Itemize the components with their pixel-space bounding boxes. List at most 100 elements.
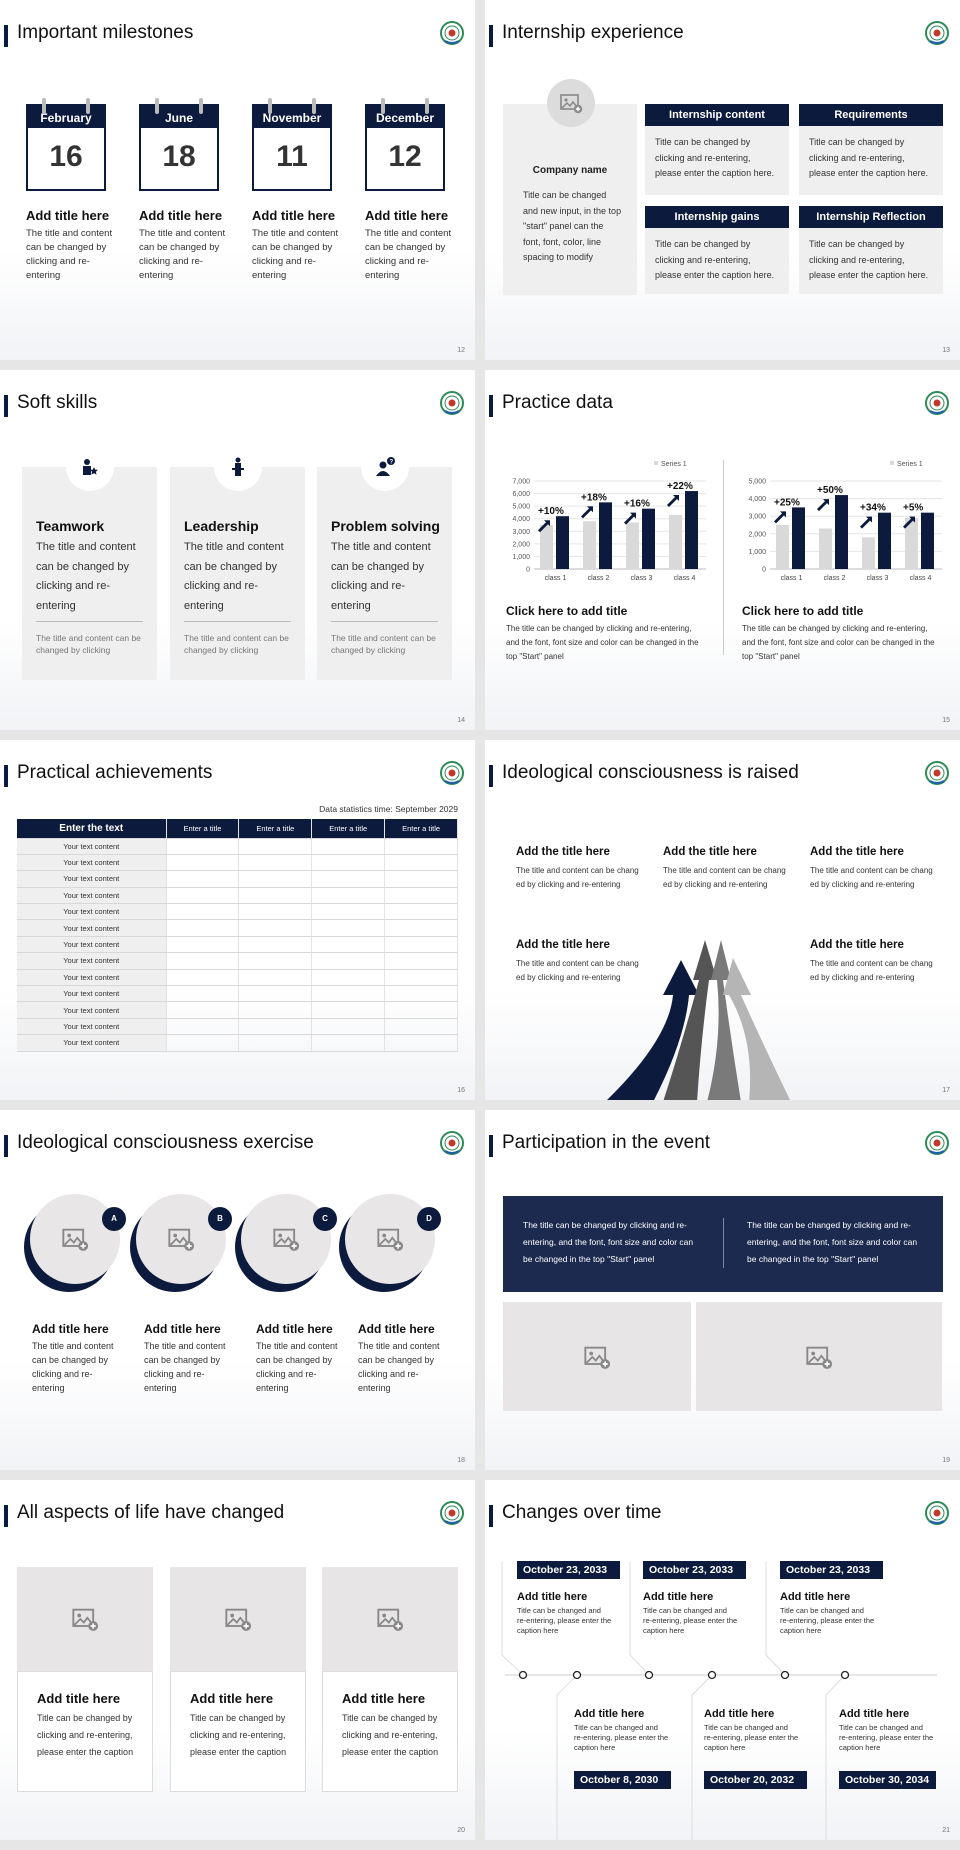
chart-caption-desc: The title can be changed by clicking and… bbox=[742, 624, 935, 661]
table-cell: Your text content bbox=[17, 887, 167, 905]
table-cell[interactable] bbox=[166, 919, 240, 937]
table-cell[interactable] bbox=[238, 985, 313, 1003]
table-cell[interactable] bbox=[384, 919, 458, 937]
table-cell[interactable] bbox=[238, 887, 313, 905]
circle-badge: C bbox=[313, 1207, 337, 1231]
table-cell[interactable] bbox=[238, 870, 313, 888]
table-cell[interactable] bbox=[384, 1034, 458, 1052]
table-cell[interactable] bbox=[166, 854, 240, 872]
table-cell[interactable] bbox=[384, 952, 458, 970]
table-cell[interactable] bbox=[238, 1001, 313, 1019]
chart-divider bbox=[723, 460, 724, 655]
growth-arrow-icon bbox=[817, 499, 829, 512]
bar bbox=[556, 516, 569, 569]
table-cell[interactable] bbox=[311, 919, 386, 937]
bar bbox=[669, 514, 682, 569]
table-cell[interactable] bbox=[238, 952, 313, 970]
table-cell: Your text content bbox=[17, 870, 167, 888]
table-cell[interactable] bbox=[166, 1034, 240, 1052]
calendar-month: December bbox=[367, 106, 443, 128]
table-cell: Your text content bbox=[17, 1018, 167, 1036]
table-cell[interactable] bbox=[384, 969, 458, 987]
table-cell[interactable] bbox=[166, 887, 240, 905]
timeline-connector bbox=[765, 1562, 786, 1676]
slide-title: Ideological consciousness exercise bbox=[17, 1132, 314, 1153]
table-cell[interactable] bbox=[384, 1018, 458, 1036]
table-cell[interactable] bbox=[384, 936, 458, 954]
table-cell[interactable] bbox=[311, 952, 386, 970]
skill-icon-circle bbox=[66, 443, 114, 491]
table-cell[interactable] bbox=[311, 887, 386, 905]
title-accent-bar bbox=[489, 25, 493, 47]
y-tick-label: 5,000 bbox=[748, 479, 766, 486]
title-accent-bar bbox=[4, 25, 8, 47]
slide-title: Changes over time bbox=[502, 1502, 662, 1523]
table-cell[interactable] bbox=[311, 1001, 386, 1019]
item-title: Add the title here bbox=[516, 939, 610, 951]
school-emblem-logo bbox=[925, 21, 949, 45]
table-cell[interactable] bbox=[311, 1018, 386, 1036]
calendar: December 12 bbox=[365, 98, 445, 191]
table-cell[interactable] bbox=[238, 903, 313, 921]
table-cell[interactable] bbox=[166, 1018, 240, 1036]
table-cell[interactable] bbox=[166, 936, 240, 954]
table-cell[interactable] bbox=[238, 1018, 313, 1036]
box-body: Title can be changed by clicking and re-… bbox=[799, 228, 943, 294]
image-placeholder-icon bbox=[168, 1228, 195, 1251]
table-cell[interactable] bbox=[311, 969, 386, 987]
table-cell[interactable] bbox=[166, 985, 240, 1003]
table-cell[interactable] bbox=[311, 903, 386, 921]
table-cell[interactable] bbox=[238, 1034, 313, 1052]
table-cell[interactable] bbox=[384, 838, 458, 855]
table-cell[interactable] bbox=[311, 854, 386, 872]
slide-16: Practical achievements 16 Data statistics … bbox=[0, 740, 475, 1100]
table-cell[interactable] bbox=[384, 985, 458, 1003]
image-placeholder-icon bbox=[377, 1608, 404, 1631]
table-cell[interactable] bbox=[384, 854, 458, 872]
title-accent-bar bbox=[4, 1505, 8, 1527]
table-cell[interactable] bbox=[311, 1034, 386, 1052]
table-header-cell: Enter a title bbox=[384, 819, 458, 839]
table-cell[interactable] bbox=[311, 936, 386, 954]
table-cell[interactable] bbox=[238, 969, 313, 987]
table-cell[interactable] bbox=[166, 969, 240, 987]
y-tick-label: 2,000 bbox=[748, 531, 766, 538]
table-cell[interactable] bbox=[384, 1001, 458, 1019]
skill-desc: The title and content can be changed by … bbox=[184, 541, 284, 612]
table-cell[interactable] bbox=[166, 1001, 240, 1019]
table-cell[interactable] bbox=[238, 936, 313, 954]
image-placeholder-icon bbox=[560, 94, 583, 114]
bar bbox=[583, 521, 596, 569]
title-accent-bar bbox=[489, 395, 493, 417]
table-cell[interactable] bbox=[166, 952, 240, 970]
table-cell[interactable] bbox=[238, 854, 313, 872]
table-cell[interactable] bbox=[166, 838, 240, 855]
card-desc: Title can be changed by clicking and re-… bbox=[190, 1713, 287, 1757]
school-emblem-logo bbox=[925, 761, 949, 785]
data-annotation: +18% bbox=[581, 492, 607, 503]
y-tick-label: 5,000 bbox=[512, 504, 530, 511]
team-icon bbox=[83, 459, 98, 475]
table-cell[interactable] bbox=[166, 870, 240, 888]
skill-note: The title and content can be changed by … bbox=[36, 633, 141, 655]
bar bbox=[792, 507, 805, 569]
calendar-ring bbox=[312, 98, 316, 114]
table-cell[interactable] bbox=[311, 838, 386, 855]
table-cell[interactable] bbox=[384, 887, 458, 905]
table-cell: Your text content bbox=[17, 985, 167, 1003]
timeline-graphic bbox=[501, 1562, 937, 1840]
timeline-node bbox=[707, 1670, 717, 1680]
table-cell[interactable] bbox=[311, 870, 386, 888]
image-placeholder-icon bbox=[225, 1608, 252, 1631]
svg-text:?: ? bbox=[390, 460, 394, 466]
table-cell[interactable] bbox=[384, 903, 458, 921]
slide-title: Important milestones bbox=[17, 22, 194, 43]
timeline-node bbox=[572, 1670, 582, 1680]
slide-20: All aspects of life have changed 20 Add ti… bbox=[0, 1480, 475, 1840]
table-cell[interactable] bbox=[166, 903, 240, 921]
arrow-light-gray bbox=[723, 958, 791, 1100]
table-cell[interactable] bbox=[384, 870, 458, 888]
table-cell[interactable] bbox=[238, 838, 313, 855]
table-cell[interactable] bbox=[311, 985, 386, 1003]
table-cell[interactable] bbox=[238, 919, 313, 937]
